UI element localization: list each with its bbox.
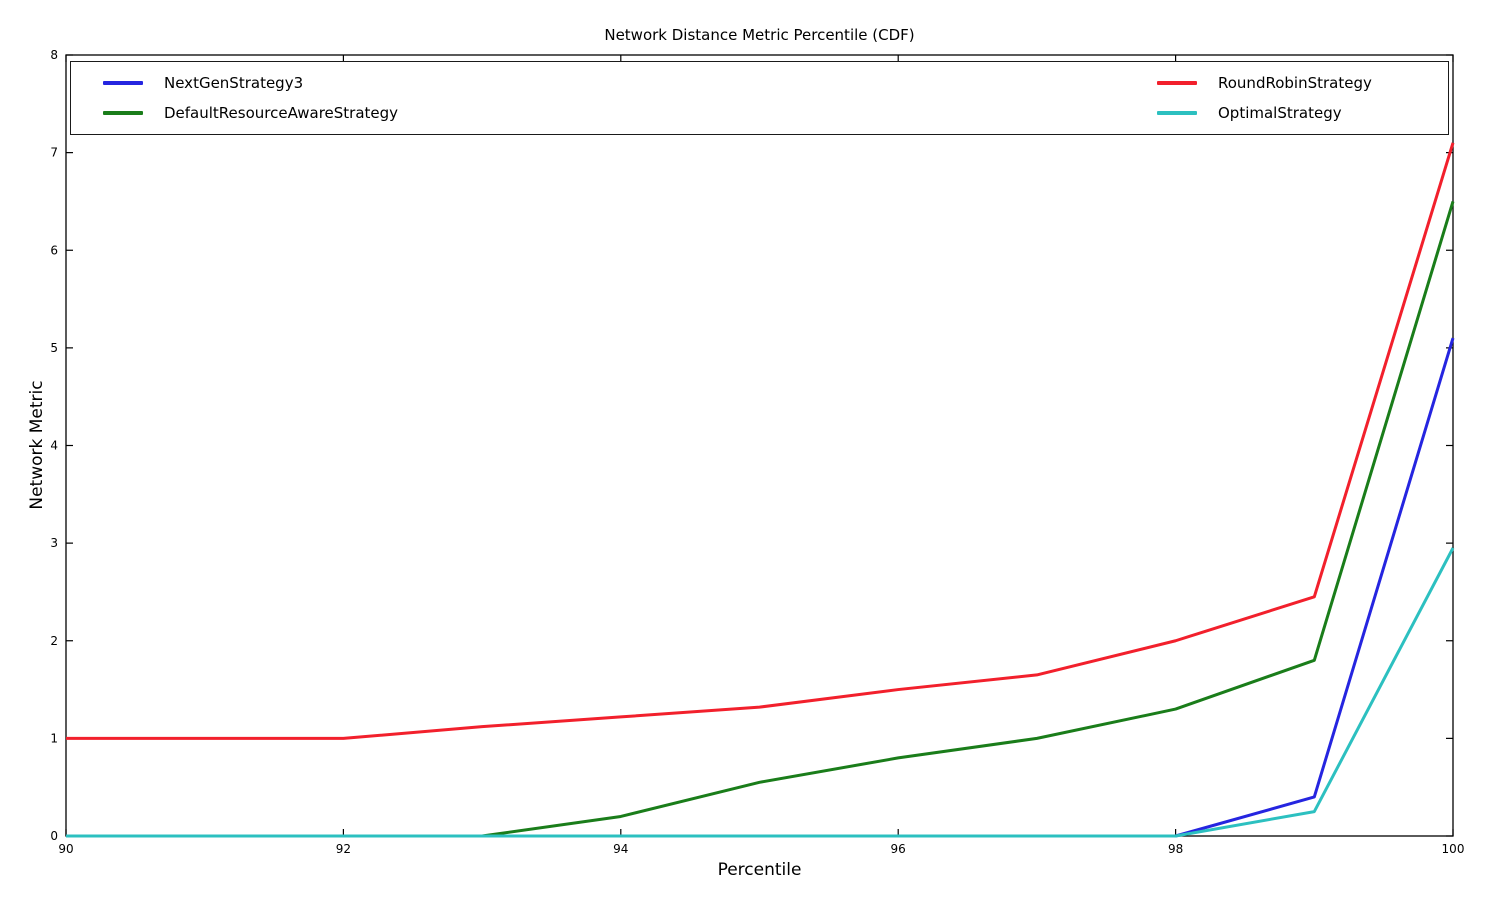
legend-label: DefaultResourceAwareStrategy (164, 104, 399, 122)
legend-item: NextGenStrategy3 (103, 74, 398, 92)
legend-swatch-line (103, 111, 143, 115)
legend-item: OptimalStrategy (1157, 104, 1372, 122)
plot-border (65, 54, 1454, 837)
y-axis-label: Network Metric (27, 380, 47, 510)
y-tick-label: 7 (50, 146, 58, 160)
legend-swatch-line (1157, 111, 1197, 115)
legend-column-left: NextGenStrategy3 DefaultResourceAwareStr… (103, 62, 398, 134)
x-tick-label: 90 (58, 842, 73, 856)
y-tick-label: 8 (50, 48, 58, 62)
y-tick-label: 3 (50, 536, 58, 550)
y-tick-label: 4 (50, 439, 58, 453)
legend-swatch-line (103, 81, 143, 85)
x-tick-label: 92 (336, 842, 351, 856)
legend-label: NextGenStrategy3 (164, 74, 304, 92)
x-axis-label: Percentile (717, 860, 802, 880)
x-tick-label: 100 (1442, 842, 1465, 856)
series-line-OptimalStrategy (66, 547, 1455, 838)
legend-label: OptimalStrategy (1218, 104, 1342, 122)
series-line-RoundRobinStrategy (66, 142, 1455, 740)
y-tick-label: 6 (50, 243, 58, 257)
legend-swatch-line (1157, 81, 1197, 85)
y-tick-label: 0 (50, 829, 58, 843)
legend-column-right: RoundRobinStrategy OptimalStrategy (1157, 62, 1372, 134)
x-tick-label: 94 (613, 842, 628, 856)
legend: NextGenStrategy3 DefaultResourceAwareStr… (70, 61, 1449, 135)
series-line-DefaultResourceAwareStrategy (66, 201, 1455, 838)
legend-item: DefaultResourceAwareStrategy (103, 104, 398, 122)
chart-title: Network Distance Metric Percentile (CDF) (604, 26, 915, 44)
series-line-NextGenStrategy3 (66, 337, 1455, 838)
y-tick-label: 1 (50, 731, 58, 745)
legend-label: RoundRobinStrategy (1218, 74, 1372, 92)
x-tick-label: 96 (891, 842, 906, 856)
x-tick-label: 98 (1168, 842, 1183, 856)
y-tick-label: 5 (50, 341, 58, 355)
y-tick-label: 2 (50, 634, 58, 648)
legend-item: RoundRobinStrategy (1157, 74, 1372, 92)
